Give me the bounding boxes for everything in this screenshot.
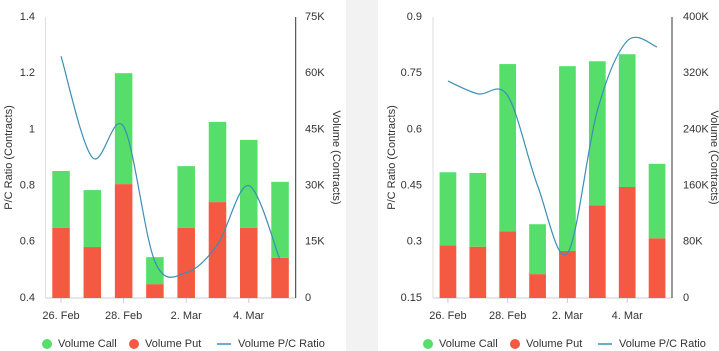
y2-tick-label: 400K <box>683 11 709 23</box>
bar <box>499 231 517 298</box>
x-tick-label: 28. Feb <box>105 310 142 322</box>
y2-axis-title: Volume (Contracts) <box>708 110 719 204</box>
y2-tick-label: 80K <box>683 236 703 248</box>
bar <box>529 224 546 275</box>
y-axis-title: P/C Ratio (Contracts) <box>386 105 398 210</box>
ratio-line <box>447 36 658 256</box>
y-tick-label: 0.6 <box>407 123 422 135</box>
bar <box>469 172 487 247</box>
bar <box>146 284 164 298</box>
y-tick-label: 0.4 <box>20 292 35 304</box>
y-tick-label: 0.15 <box>401 292 422 304</box>
bar <box>439 172 457 246</box>
bar <box>618 54 636 188</box>
bar <box>52 227 70 298</box>
bar <box>648 163 666 239</box>
legend-label: Volume Call <box>439 338 498 350</box>
y2-tick-label: 320K <box>683 67 709 79</box>
y2-tick-label: 240K <box>683 123 709 135</box>
y-tick-label: 0.3 <box>407 236 422 248</box>
bar <box>588 205 606 298</box>
y2-tick-label: 0 <box>683 292 689 304</box>
bar <box>240 139 258 228</box>
y-tick-label: 0.6 <box>20 236 35 248</box>
y2-axis-title: Volume (Contracts) <box>330 110 342 204</box>
legend-marker <box>510 339 520 349</box>
legend-label: Volume Call <box>58 338 117 350</box>
x-tick-label: 2. Mar <box>171 310 203 322</box>
legend-marker <box>42 339 52 349</box>
y-tick-label: 1.2 <box>20 67 35 79</box>
y2-tick-label: 160K <box>683 180 709 192</box>
bar <box>648 238 666 298</box>
bar <box>588 61 606 206</box>
bar <box>114 73 133 185</box>
y2-tick-label: 15K <box>305 236 325 248</box>
bar <box>208 202 227 298</box>
legend-label: Volume Put <box>145 338 201 350</box>
ratio-line <box>60 56 281 278</box>
bar <box>146 257 164 285</box>
legend-label: Volume Put <box>526 338 582 350</box>
x-tick-label: 2. Mar <box>552 310 584 322</box>
legend-marker <box>423 339 433 349</box>
bar <box>177 166 195 228</box>
legend-marker <box>129 339 139 349</box>
bar <box>52 170 70 228</box>
bar <box>499 64 517 232</box>
y-tick-label: 1 <box>29 123 35 135</box>
bar <box>469 246 487 298</box>
y2-tick-label: 0 <box>305 292 311 304</box>
y2-tick-label: 45K <box>305 123 325 135</box>
y-tick-label: 1.4 <box>20 11 35 23</box>
y-tick-label: 0.9 <box>407 11 422 23</box>
bar <box>271 181 289 258</box>
y2-tick-label: 75K <box>305 11 325 23</box>
y-tick-label: 0.45 <box>401 180 422 192</box>
x-tick-label: 28. Feb <box>489 310 526 322</box>
bar <box>529 274 546 298</box>
bar <box>208 121 227 203</box>
legend-label: Volume P/C Ratio <box>238 338 325 350</box>
x-tick-label: 4. Mar <box>612 310 644 322</box>
bar <box>618 187 636 298</box>
y-tick-label: 0.75 <box>401 67 422 79</box>
y2-tick-label: 60K <box>305 67 325 79</box>
bar <box>240 227 258 298</box>
bar <box>177 227 195 298</box>
y2-tick-label: 30K <box>305 180 325 192</box>
bar <box>559 66 576 251</box>
legend-label: Volume P/C Ratio <box>619 338 706 350</box>
bar <box>439 245 457 298</box>
bar <box>83 247 102 298</box>
y-axis-title: P/C Ratio (Contracts) <box>3 105 15 210</box>
x-tick-label: 26. Feb <box>42 310 79 322</box>
bar <box>559 250 576 298</box>
bar <box>83 190 102 248</box>
bar <box>114 184 133 298</box>
y-tick-label: 0.8 <box>20 180 35 192</box>
x-tick-label: 26. Feb <box>429 310 466 322</box>
x-tick-label: 4. Mar <box>233 310 265 322</box>
bar <box>271 257 289 298</box>
